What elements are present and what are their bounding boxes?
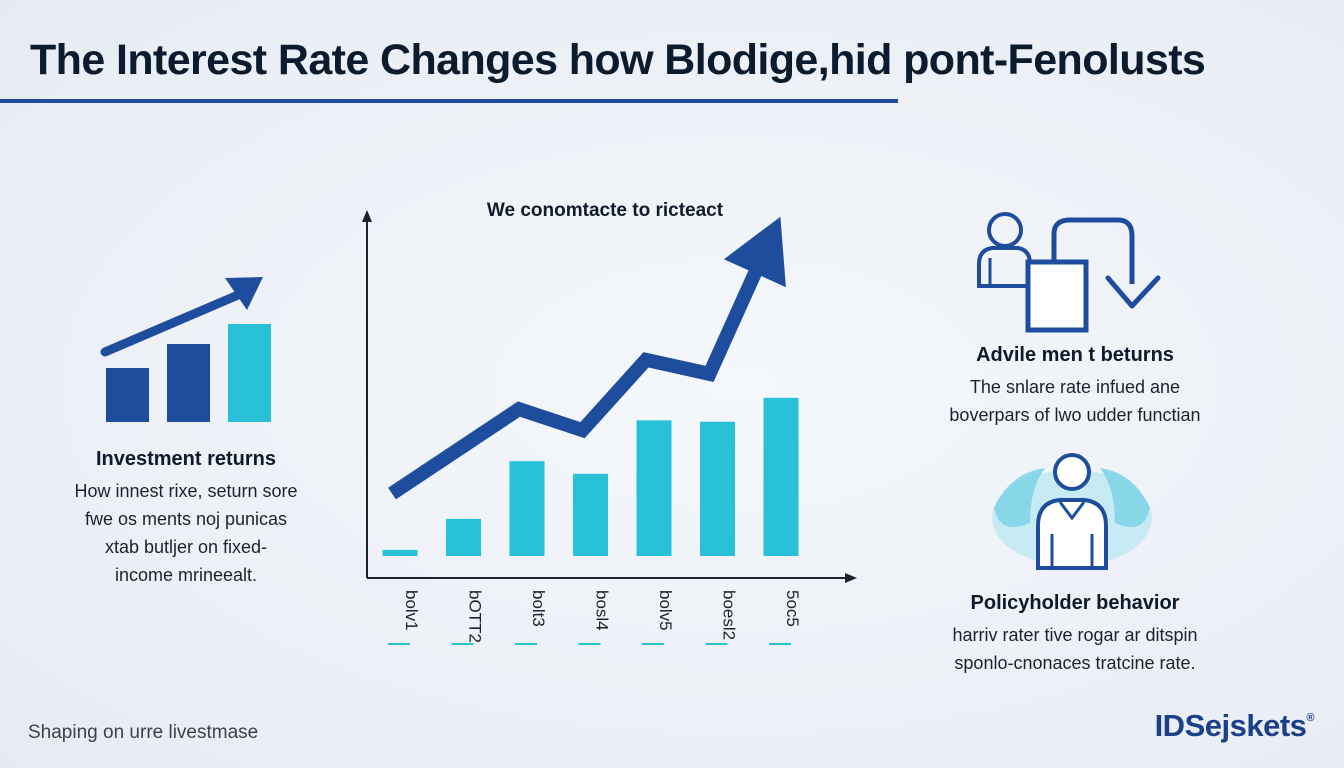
chart-canvas: bolv1 bOTT2 bolt3 bosl4 bolv5 boesl2 5oc5: [362, 210, 857, 645]
policyholder-heading: Policyholder behavior: [970, 592, 1180, 614]
x-tick-label: bolt3: [529, 590, 548, 627]
investment-returns-text: How innest rixe, seturn sore fwe os ment…: [74, 481, 298, 585]
person-document-return-icon: [970, 208, 1170, 343]
rising-bar-chart-icon: [95, 270, 280, 435]
y-axis-arrow: [362, 210, 372, 222]
policyholder-text: harriv rater tive rogar ar ditspin sponl…: [952, 625, 1198, 673]
bar: [446, 518, 481, 556]
x-tick-label: bolv1: [402, 590, 421, 631]
logo-mark: ®: [1306, 712, 1314, 724]
page-title: The Interest Rate Changes how Blodige,hi…: [30, 36, 1206, 84]
x-axis-arrow: [845, 573, 857, 583]
bar: [382, 549, 418, 556]
title-underline: [0, 99, 898, 103]
policyholder-icon: [990, 448, 1155, 578]
investment-returns-caption: Investment returns How innest rixe, setu…: [40, 448, 332, 589]
x-tick-label: boesl2: [720, 590, 739, 640]
bar: [636, 420, 672, 556]
logo-text: IDSejskets: [1154, 708, 1307, 743]
x-tick-label: bosl4: [593, 590, 612, 631]
trend-line: [388, 261, 766, 500]
bar: [509, 461, 545, 556]
bar: [763, 397, 799, 556]
chart-title: We conomtacte to ricteact: [486, 200, 724, 221]
advile-returns-heading: Advile men t beturns: [976, 344, 1174, 366]
trend-arrow-head: [723, 216, 786, 288]
brand-logo[interactable]: IDSejskets®: [1154, 708, 1315, 744]
x-tick-label: 5oc5: [783, 590, 802, 627]
bar: [573, 473, 608, 556]
x-tick-label: bolv5: [656, 590, 675, 631]
advile-returns-text: The snlare rate infued ane boverpars of …: [949, 377, 1201, 425]
bar: [700, 421, 735, 556]
policyholder-caption: Policyholder behavior harriv rater tive …: [910, 592, 1240, 677]
footer-tagline: Shaping on urre livestmase: [28, 722, 259, 743]
main-chart: We conomtacte to ricteact bolv1 bOTT2 bolt…: [350, 190, 880, 660]
x-tick-label: bOTT2: [466, 590, 485, 643]
advile-returns-caption: Advile men t beturns The snlare rate inf…: [915, 344, 1235, 429]
investment-returns-heading: Investment returns: [95, 448, 277, 470]
